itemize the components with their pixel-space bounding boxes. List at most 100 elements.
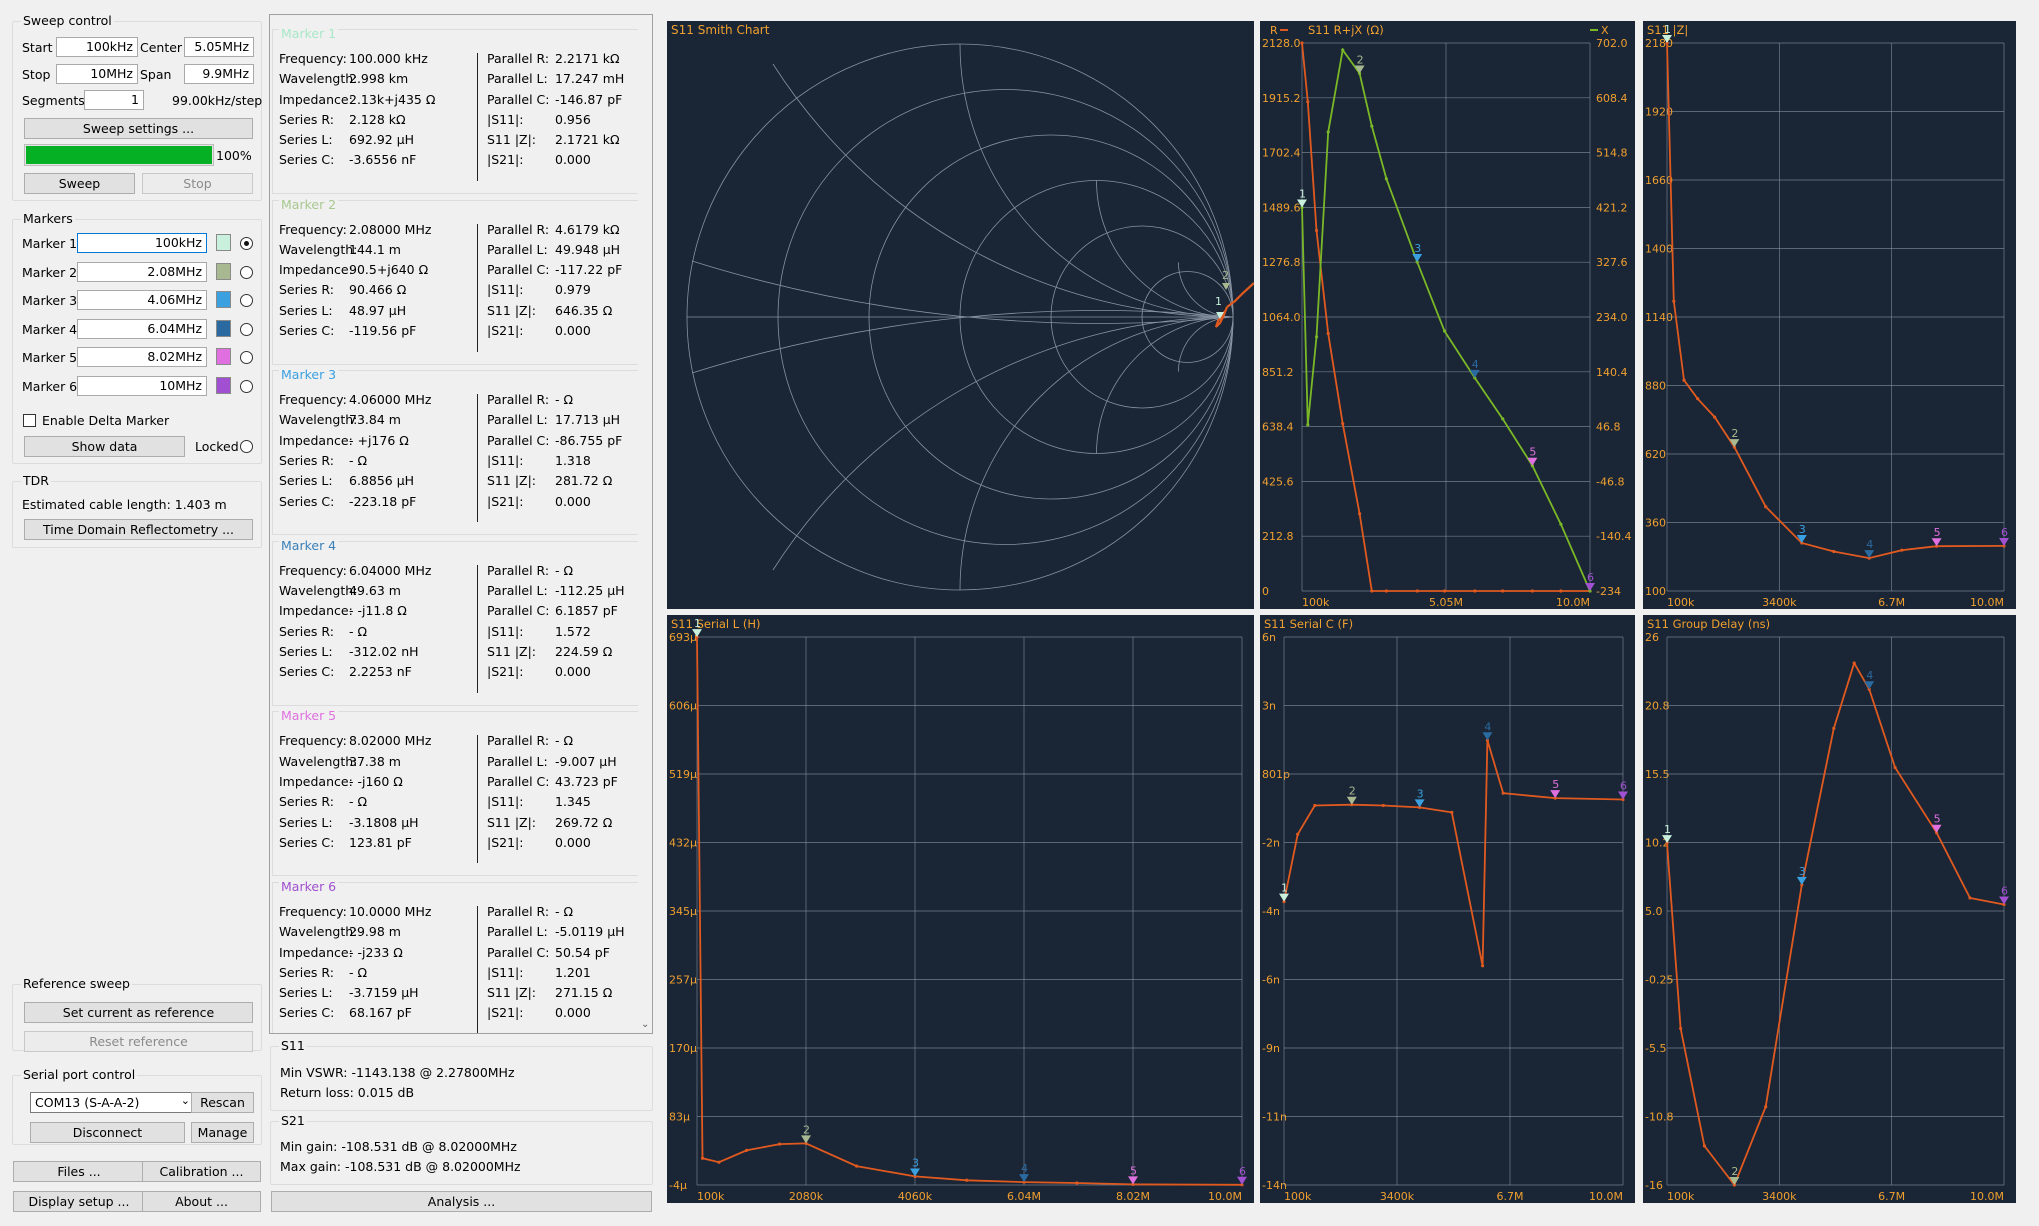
x-tick-label: 10.0M: [1970, 596, 2004, 609]
marker-frequency-input[interactable]: 100kHz: [77, 233, 207, 253]
data-point: [1022, 1180, 1026, 1184]
sweep-button[interactable]: Sweep: [24, 173, 135, 194]
data-value: 49.948 µH: [555, 241, 621, 257]
center-input[interactable]: 5.05MHz: [184, 37, 254, 57]
marker-select-radio[interactable]: [240, 237, 253, 250]
data-value: 1.345: [555, 794, 591, 810]
com-port-select[interactable]: COM13 (S-A-A-2) ⌄: [30, 1092, 195, 1113]
marker-frequency-input[interactable]: 8.02MHz: [77, 347, 207, 367]
span-input[interactable]: 9.9MHz: [184, 64, 254, 84]
marker-color-swatch[interactable]: [216, 348, 231, 365]
chart-title: S11 Smith Chart: [671, 23, 770, 37]
serial-c-chart[interactable]: S11 Serial C (F) 6n 3n 801p -2n -4n -6n -9n -11n…: [1260, 615, 1635, 1203]
marker-triangle-1: [1662, 35, 1672, 43]
z-chart[interactable]: S11 |Z| 2180 1920 1660 1400 1140 880 620 360 100 1…: [1643, 21, 2016, 609]
marker-select-radio[interactable]: [240, 265, 253, 279]
marker-frequency-input[interactable]: 10MHz: [77, 375, 207, 396]
data-point: [1935, 544, 1939, 548]
marker-color-swatch[interactable]: [216, 234, 231, 251]
data-point: [1415, 260, 1419, 264]
stop-button[interactable]: Stop: [142, 173, 253, 194]
reset-reference-button[interactable]: Reset reference: [24, 1031, 253, 1052]
marker-select-radio[interactable]: [240, 379, 253, 393]
marker-data-panel[interactable]: Marker 1 Frequency: Wavelength: Impedance: S…: [269, 14, 653, 1034]
smith-chart[interactable]: S11 Smith Chart 1 2: [667, 21, 1254, 609]
data-label: Parallel C:: [487, 603, 550, 619]
set-reference-button[interactable]: Set current as reference: [24, 1002, 253, 1023]
marker-color-swatch[interactable]: [216, 319, 231, 337]
data-label: Parallel R:: [487, 562, 550, 578]
tdr-button[interactable]: Time Domain Reflectometry ...: [24, 519, 253, 540]
enable-delta-checkbox[interactable]: [23, 414, 36, 427]
group-delay-chart[interactable]: S11 Group Delay (ns) 26 20.8 15.5 10.2 5.0 -0.…: [1643, 615, 2016, 1203]
s11-summary-group: S11 Min VSWR: -1143.138 @ 2.27800MHz Ret…: [270, 1038, 653, 1111]
marker-frequency-input[interactable]: 6.04MHz: [77, 318, 207, 339]
data-label: Series L:: [279, 473, 333, 489]
files-button[interactable]: Files ...: [13, 1161, 145, 1182]
data-label: Series L:: [279, 132, 333, 148]
marker-select-radio[interactable]: [240, 351, 253, 364]
display-setup-button[interactable]: Display setup ...: [13, 1191, 145, 1212]
sweep-settings-button[interactable]: Sweep settings ...: [24, 118, 253, 139]
data-value: 0.000: [555, 323, 591, 339]
marker-color-swatch[interactable]: [216, 291, 231, 308]
analysis-button[interactable]: Analysis ...: [271, 1191, 652, 1212]
data-value: -112.25 µH: [555, 583, 625, 599]
show-data-button[interactable]: Show data: [24, 436, 185, 457]
marker-triangle-2: [1729, 439, 1740, 448]
y-tick-label: 6n: [1262, 631, 1276, 644]
y-tick-label: -14n: [1262, 1179, 1287, 1192]
min-gain-text: Min gain: -108.531 dB @ 8.02000MHz: [280, 1139, 517, 1154]
marker-row: Marker 3 4.06MHz: [13, 290, 263, 312]
marker-number-6: 6: [2001, 884, 2008, 897]
data-label: |S11|:: [487, 623, 524, 639]
data-value: 0.000: [555, 493, 591, 509]
start-input[interactable]: 100kHz: [56, 37, 138, 57]
data-label: Impedance:: [279, 944, 353, 960]
marker-color-swatch[interactable]: [216, 376, 231, 394]
data-point: [1501, 791, 1505, 795]
marker-number-3: 3: [1799, 865, 1806, 878]
data-label: Frequency:: [279, 562, 347, 578]
calibration-button[interactable]: Calibration ...: [142, 1161, 261, 1182]
marker-color-swatch[interactable]: [216, 262, 231, 280]
data-label: Parallel R:: [487, 733, 550, 749]
marker-frequency-input[interactable]: 4.06MHz: [77, 290, 207, 310]
manage-button[interactable]: Manage: [191, 1122, 254, 1143]
data-value: 100.000 kHz: [349, 51, 428, 66]
x-tick-label: 3400k: [1762, 596, 1797, 609]
y2-tick-label: -234: [1596, 585, 1621, 598]
y2-tick-label: 514.8: [1596, 147, 1628, 160]
y-tick-label: -16: [1645, 1179, 1663, 1192]
marker-triangle-5: [1527, 457, 1538, 466]
data-point: [1682, 378, 1686, 382]
marker-triangle-4: [1469, 369, 1480, 378]
data-label: |S11|:: [487, 453, 524, 469]
marker-number-3: 3: [1414, 242, 1421, 255]
marker-number-2: 2: [1731, 427, 1738, 440]
locked-label: Locked: [195, 439, 239, 454]
reference-sweep-group: Reference sweep Set current as reference…: [12, 976, 262, 1052]
rescan-button[interactable]: Rescan: [191, 1092, 254, 1113]
marker-select-radio[interactable]: [240, 294, 253, 307]
data-value: - Ω: [555, 562, 574, 578]
serial-l-chart[interactable]: S11 Serial L (H) 693µ 606µ 519µ 432µ 345µ 257µ…: [667, 615, 1254, 1203]
data-value: - Ω: [349, 794, 368, 810]
locked-radio[interactable]: [240, 440, 253, 453]
segments-input[interactable]: 1: [84, 90, 144, 110]
rjx-chart[interactable]: S11 R+jX (Ω) 2128.0 1915.2 1702.4 1489.6 1276…: [1260, 21, 1635, 609]
x-tick-label: 6.7M: [1878, 1190, 1905, 1203]
stop-input[interactable]: 10MHz: [56, 64, 138, 84]
marker-select-radio[interactable]: [240, 322, 253, 336]
marker-number-4: 4: [1866, 538, 1873, 551]
marker-data-block: Marker 3 Frequency: Wavelength: Impedance: S…: [270, 367, 646, 536]
x-tick-label: 10.0M: [1589, 1190, 1623, 1203]
disconnect-button[interactable]: Disconnect: [30, 1122, 185, 1143]
smith-chart-plot: 1 2: [686, 43, 1254, 591]
about-button[interactable]: About ...: [142, 1191, 261, 1212]
data-value: 68.167 pF: [349, 1005, 412, 1021]
marker-frequency-input[interactable]: 2.08MHz: [77, 261, 207, 282]
x-tick-label: 100k: [1667, 1190, 1695, 1203]
scrollbar[interactable]: ⌄: [638, 15, 652, 1033]
data-point: [1485, 738, 1489, 742]
